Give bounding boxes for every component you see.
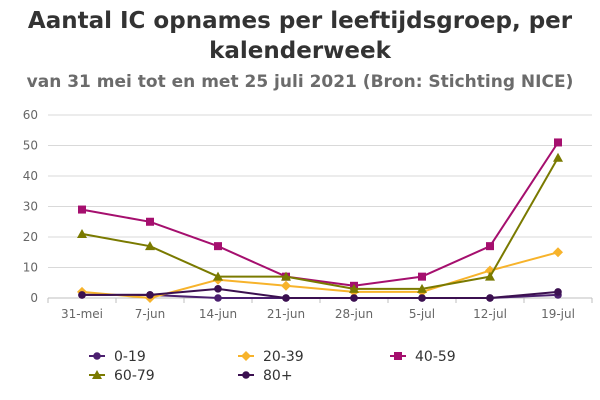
- axes: 0 10 20 30 40 50 60 31-mei 7-jun 14-jun 21-jun 28-j…: [23, 108, 593, 321]
- series-60-79: [77, 152, 563, 293]
- legend-item-80+: 80+: [238, 368, 293, 384]
- x-tick-label: 14-jun: [199, 307, 237, 321]
- x-tick-label: 28-jun: [335, 307, 373, 321]
- data-point-80+-14-jun: [214, 285, 222, 293]
- series-line-20-39: [81, 251, 559, 299]
- data-point-80+-12-jul: [486, 294, 494, 302]
- x-tick-label: 12-jul: [473, 307, 507, 321]
- data-point-60-79-12-jul: [485, 271, 495, 281]
- series-lines: [77, 138, 563, 303]
- y-tick-label-40: 40: [23, 169, 38, 183]
- data-point-40-59-14-jun: [214, 242, 222, 251]
- data-point-60-79-28-jun: [349, 283, 359, 293]
- legend-label-20-39: 20-39: [263, 349, 304, 365]
- legend: 0-19 20-39 40-59 60-79 80+: [89, 349, 456, 384]
- legend-item-20-39: 20-39: [238, 349, 304, 365]
- series-line-60-79: [81, 157, 559, 290]
- data-point-60-79-21-jun: [281, 271, 291, 281]
- series-line-40-59: [81, 141, 559, 287]
- y-tick-label-30: 30: [23, 200, 38, 214]
- x-tick-label: 5-jul: [409, 307, 435, 321]
- data-point-80+-21-jun: [282, 294, 290, 302]
- legend-item-0-19: 0-19: [89, 349, 146, 365]
- legend-marker-80+: [242, 371, 250, 379]
- y-tick-label-0: 0: [30, 291, 38, 305]
- chart-title: Aantal IC opnames per leeftijdsgroep, pe…: [27, 8, 573, 64]
- x-tick-label: 21-jun: [267, 307, 305, 321]
- legend-marker-20-39: [241, 351, 251, 361]
- x-tick-label: 31-mei: [61, 307, 103, 321]
- legend-item-40-59: 40-59: [390, 349, 456, 365]
- data-point-0-19-14-jun: [214, 294, 222, 302]
- legend-label-60-79: 60-79: [114, 368, 155, 384]
- data-point-80+-31-mei: [78, 291, 86, 299]
- x-tick-label: 7-jun: [135, 307, 166, 321]
- y-tick-label-10: 10: [23, 261, 38, 275]
- data-point-60-79-31-mei: [77, 228, 87, 238]
- data-point-80+-28-jun: [350, 294, 358, 302]
- legend-marker-60-79: [92, 370, 102, 379]
- data-point-80+-5-jul: [418, 294, 426, 302]
- y-tick-label-20: 20: [23, 230, 38, 244]
- data-point-40-59-5-jul: [418, 272, 426, 281]
- legend-marker-40-59: [394, 352, 402, 360]
- data-point-60-79-19-jul: [553, 152, 563, 162]
- legend-marker-0-19: [93, 352, 101, 360]
- data-point-80+-19-jul: [554, 288, 562, 296]
- legend-label-80+: 80+: [263, 368, 293, 384]
- data-point-80+-7-jun: [146, 291, 154, 299]
- data-point-40-59-31-mei: [78, 205, 86, 214]
- legend-label-0-19: 0-19: [114, 349, 146, 365]
- gridlines: [48, 114, 592, 299]
- data-point-60-79-7-jun: [145, 241, 155, 251]
- legend-label-40-59: 40-59: [415, 349, 456, 365]
- data-point-20-39-21-jun: [281, 280, 291, 291]
- data-point-60-79-5-jul: [417, 283, 427, 293]
- y-tick-label-50: 50: [23, 139, 38, 153]
- series-80+: [78, 285, 562, 302]
- legend-item-60-79: 60-79: [89, 368, 155, 384]
- data-point-40-59-7-jun: [146, 217, 154, 226]
- x-tick-label: 19-jul: [541, 307, 575, 321]
- chart-subtitle: van 31 mei tot en met 25 juli 2021 (Bron…: [26, 72, 574, 92]
- data-point-20-39-19-jul: [553, 247, 563, 258]
- series-line-80+: [82, 287, 559, 299]
- data-point-40-59-12-jul: [486, 242, 494, 251]
- data-point-40-59-19-jul: [554, 138, 562, 147]
- data-point-60-79-14-jun: [213, 271, 223, 281]
- y-tick-label-60: 60: [23, 108, 38, 122]
